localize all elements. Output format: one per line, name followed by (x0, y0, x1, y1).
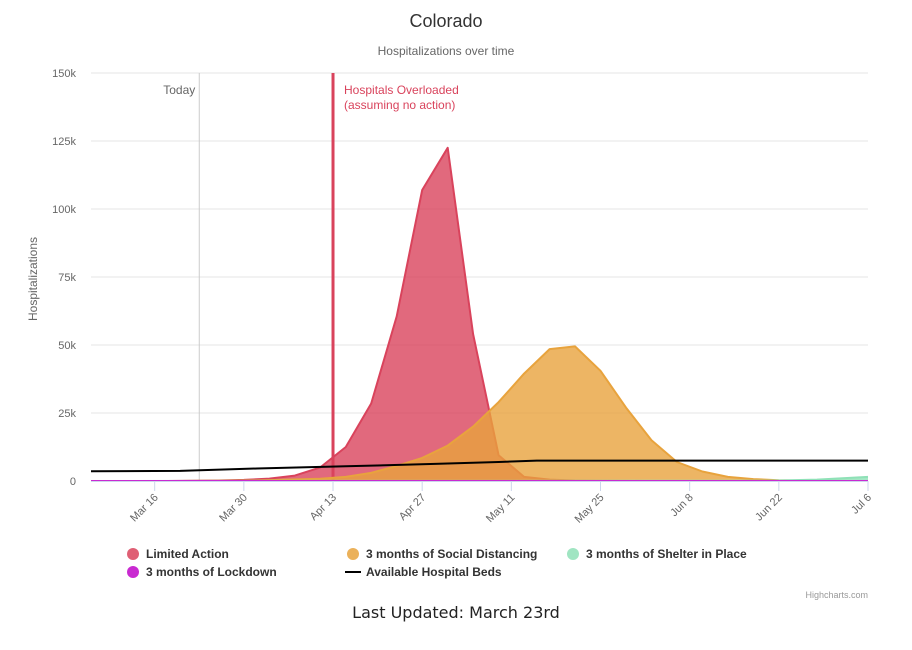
legend-item-available-hospital-beds[interactable]: Available Hospital Beds (345, 565, 502, 579)
plot-lines: Today Hospitals Overloaded(assuming no ac… (163, 73, 459, 481)
y-tick-label: 50k (58, 340, 76, 352)
y-axis-ticks: 0 25k 50k 75k 100k 125k 150k (52, 68, 76, 488)
series-area-limited-action (91, 147, 868, 482)
legend-symbol (567, 548, 579, 560)
x-tick-label: Jun 8 (668, 492, 696, 520)
chart-title: Colorado (409, 11, 482, 31)
grid-lines (91, 72, 868, 414)
legend-item-limited-action[interactable]: Limited Action (127, 547, 229, 561)
chart-container: Colorado Hospitalizations over time Hosp… (26, 11, 874, 600)
x-tick-label: Mar 16 (128, 492, 161, 525)
legend-label: Limited Action (146, 547, 229, 561)
legend-symbol (127, 548, 139, 560)
series-area-social-distancing (91, 346, 868, 481)
legend-label: 3 months of Lockdown (146, 565, 277, 579)
legend-item-shelter-in-place[interactable]: 3 months of Shelter in Place (567, 547, 747, 561)
legend-symbol (347, 548, 359, 560)
x-tick-label: Jul 6 (849, 492, 874, 517)
legend-label: 3 months of Shelter in Place (586, 547, 747, 561)
last-updated-text: Last Updated: March 23rd (352, 603, 560, 622)
series-line-social-distancing (91, 345, 869, 482)
legend-label: 3 months of Social Distancing (366, 547, 537, 561)
y-tick-label: 0 (70, 476, 76, 488)
y-axis-title: Hospitalizations (26, 237, 40, 321)
series-layer (90, 146, 869, 482)
y-tick-label: 100k (52, 204, 76, 216)
x-tick-label: Mar 30 (217, 492, 250, 525)
hospitals-overloaded-label: Hospitals Overloaded (344, 83, 459, 97)
legend-item-lockdown[interactable]: 3 months of Lockdown (127, 565, 277, 579)
legend: Limited Action 3 months of Social Distanc… (127, 547, 747, 579)
hospitals-overloaded-sublabel: (assuming no action) (344, 98, 455, 112)
today-label: Today (163, 83, 195, 97)
y-tick-label: 125k (52, 136, 76, 148)
x-tick-label: May 11 (484, 492, 517, 525)
y-tick-label: 150k (52, 68, 76, 80)
y-tick-label: 75k (58, 272, 76, 284)
x-tick-label: Apr 27 (397, 492, 428, 523)
legend-label: Available Hospital Beds (366, 565, 502, 579)
series-line-available-hospital-beds (90, 459, 868, 473)
legend-item-social-distancing[interactable]: 3 months of Social Distancing (347, 547, 537, 561)
x-tick-label: Apr 13 (308, 492, 339, 523)
y-tick-label: 25k (58, 408, 76, 420)
legend-symbol (127, 566, 139, 578)
chart-subtitle: Hospitalizations over time (378, 44, 515, 58)
x-tick-label: Jun 22 (753, 492, 785, 524)
credits-text[interactable]: Highcharts.com (805, 590, 868, 600)
chart-svg: Colorado Hospitalizations over time Hosp… (26, 11, 874, 600)
x-tick-label: May 25 (573, 492, 607, 526)
x-axis: Mar 16 Mar 30 Apr 13 Apr 27 May 11 May 25 Jun … (91, 481, 874, 526)
